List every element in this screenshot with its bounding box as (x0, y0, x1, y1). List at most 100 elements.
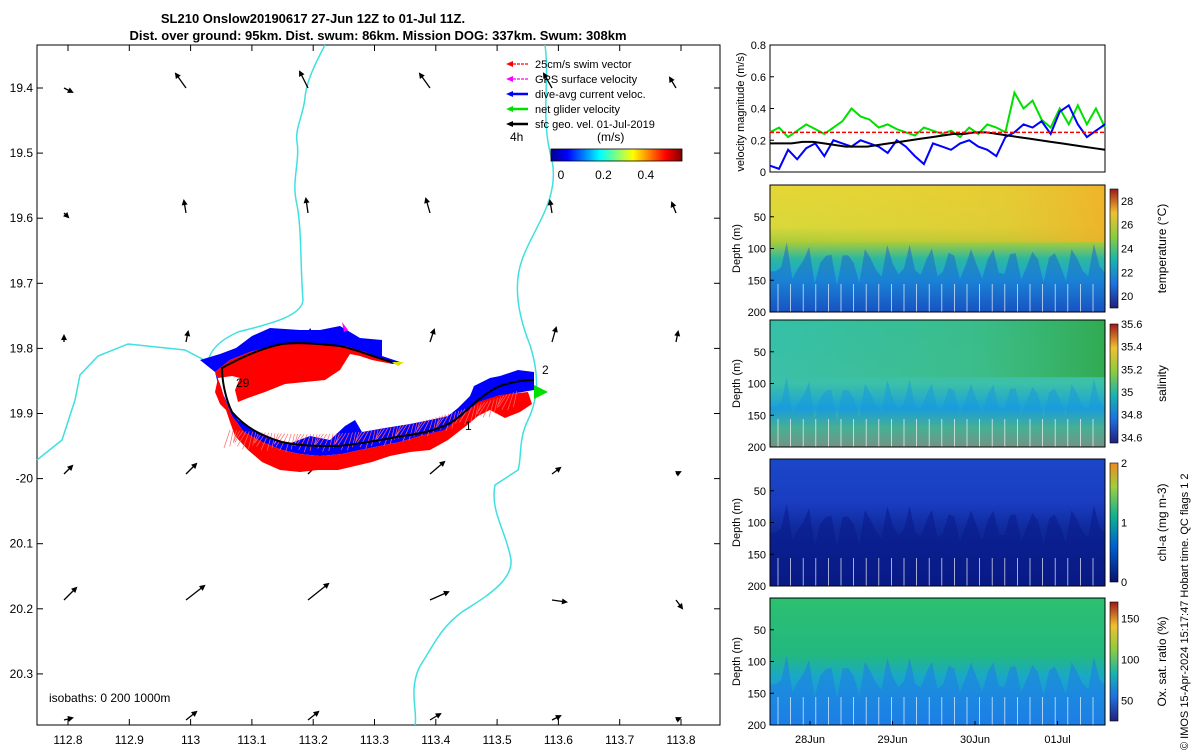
depth-tick-label: 200 (748, 720, 766, 732)
depth-tick-label: 100 (748, 244, 766, 256)
map-panel: 112.8 112.9 113 113.1 113.2 113.3 113.4 113.5 11… (10, 44, 721, 747)
geo-velocity-arrow (299, 70, 309, 89)
colorbar-title: salinity (1155, 365, 1169, 402)
colorbar-title: temperature (°C) (1155, 204, 1169, 294)
section-panel: 50 100 150 200 Depth (m) 50 100 150 Ox. sat. rat… (731, 597, 1169, 732)
speed-colorbar (550, 148, 683, 162)
map-y-tick-label: 19.9 (10, 407, 34, 421)
map-x-tick-label: 113.7 (605, 733, 634, 747)
section-colorbar (1109, 188, 1119, 309)
section-colorbar (1109, 323, 1119, 444)
map-y-tick-label: 19.5 (10, 146, 34, 160)
map-legend: 25cm/s swim vector GPS surface velocity di… (506, 59, 655, 131)
day-label-29: 29 (236, 376, 250, 390)
map-frame (36, 44, 721, 726)
legend-label: sfc geo. vel. 01-Jul-2019 (535, 119, 655, 131)
legend-entry: 25cm/s swim vector (506, 59, 632, 71)
geo-velocity-arrow (675, 471, 682, 477)
figure-title: SL210 Onslow20190617 27-Jun 12Z to 01-Ju… (129, 11, 626, 43)
colorbar-tick-label: 35.4 (1121, 342, 1142, 354)
map-x-tick-label: 113.6 (544, 733, 573, 747)
depth-ylabel: Depth (m) (731, 637, 743, 686)
geo-velocity-arrow (63, 464, 74, 475)
depth-tick-label: 200 (748, 307, 766, 319)
map-y-tick-label: 20.3 (10, 667, 34, 681)
colorbar-tick-label: 0.4 (638, 168, 655, 182)
map-x-tick-label: 113 (181, 733, 200, 747)
velocity-y-tick-label: 0.4 (751, 104, 766, 116)
velocity-ylabel: velocity magnitude (m/s) (735, 52, 747, 171)
legend-label: GPS surface velocity (535, 74, 638, 86)
colorbar-tick-label: 35.2 (1121, 364, 1142, 376)
depth-tick-label: 150 (748, 549, 766, 561)
colorbar-tick-label: 35 (1121, 387, 1133, 399)
depth-tick-label: 150 (748, 410, 766, 422)
geo-velocity-arrow (675, 599, 684, 610)
geo-velocity-arrow (185, 710, 198, 721)
depth-ylabel: Depth (m) (731, 359, 743, 408)
geo-velocity-arrow (547, 199, 554, 214)
depth-tick-label: 50 (754, 347, 766, 359)
depth-tick-label: 200 (748, 442, 766, 454)
depth-tick-label: 200 (748, 581, 766, 593)
map-x-tick-label: 113.2 (299, 733, 328, 747)
colorbar-tick-label: 2 (1121, 458, 1127, 470)
map-x-tick-label: 113.5 (483, 733, 512, 747)
depth-tick-label: 150 (748, 688, 766, 700)
time-tick-label: 29Jun (878, 734, 908, 746)
isobath-line-west (36, 44, 326, 461)
colorbar-tick-label: 0 (1121, 577, 1127, 589)
velocity-y-tick-label: 0 (760, 167, 766, 179)
geo-velocity-arrow (181, 199, 188, 214)
colorbar-label: (m/s) (597, 130, 624, 144)
geo-velocity-arrow (551, 598, 568, 605)
map-y-tick-label: -20 (16, 472, 34, 486)
geo-velocity-arrow (668, 76, 677, 89)
geo-velocity-arrow (424, 197, 431, 214)
section-panel: 50 100 150 200 Depth (m) 20 22 24 26 28 temperatur… (731, 184, 1169, 319)
legend-entry: GPS surface velocity (506, 74, 638, 86)
section-panel: 50 100 150 200 Depth (m) 34.6 34.8 35 35.2 35.4 35… (731, 319, 1169, 454)
colorbar-tick-label: 0 (558, 168, 565, 182)
map-x-tick-label: 112.9 (115, 733, 144, 747)
colorbar-tick-label: 50 (1121, 695, 1133, 707)
section-colorbar (1109, 601, 1119, 722)
glider-track (220, 342, 535, 448)
geo-velocity-arrow (185, 584, 206, 601)
legend-entry: net glider velocity (506, 104, 620, 116)
colorbar-title: Ox. sat. ratio (%) (1155, 616, 1169, 706)
colorbar-tick-label: 22 (1121, 267, 1133, 279)
isobath-label: isobaths: 0 200 1000m (49, 691, 170, 705)
legend-label: dive-avg current veloc. (535, 89, 646, 101)
geo-velocity-arrow (551, 466, 562, 475)
depth-tick-label: 100 (748, 518, 766, 530)
legend-entry: dive-avg current veloc. (506, 89, 646, 101)
geo-velocity-arrow (303, 197, 310, 214)
section-colorbar (1109, 462, 1119, 583)
track-end-mark (392, 362, 404, 366)
geo-velocity-arrow (63, 716, 74, 722)
geo-velocity-arrow (61, 334, 67, 342)
depth-ylabel: Depth (m) (731, 498, 743, 547)
velocity-series (769, 89, 1106, 171)
velocity-series-line (770, 131, 1106, 151)
day-label-2: 2 (542, 363, 549, 377)
depth-ylabel: Depth (m) (731, 224, 743, 273)
geo-velocity-arrow (307, 710, 320, 721)
map-y-tick-label: 19.6 (10, 211, 34, 225)
legend-entry: sfc geo. vel. 01-Jul-2019 (506, 119, 655, 131)
duration-label: 4h (510, 130, 523, 144)
geo-velocity-arrow (675, 717, 682, 723)
velocity-y-tick-label: 0.2 (751, 135, 766, 147)
sfc-geo-velocity-arrows (61, 70, 684, 723)
map-x-axis: 112.8 112.9 113 113.1 113.2 113.3 113.4 113.5 11… (53, 45, 696, 747)
geo-velocity-arrow (63, 212, 70, 219)
depth-tick-label: 50 (754, 486, 766, 498)
side-credit: © IMOS 15-Apr-2024 15:17:47 Hobart time.… (1179, 473, 1191, 750)
colorbar-tick-label: 28 (1121, 196, 1133, 208)
depth-tick-label: 50 (754, 212, 766, 224)
geo-velocity-arrow (307, 582, 330, 601)
geo-velocity-arrow (429, 460, 446, 475)
